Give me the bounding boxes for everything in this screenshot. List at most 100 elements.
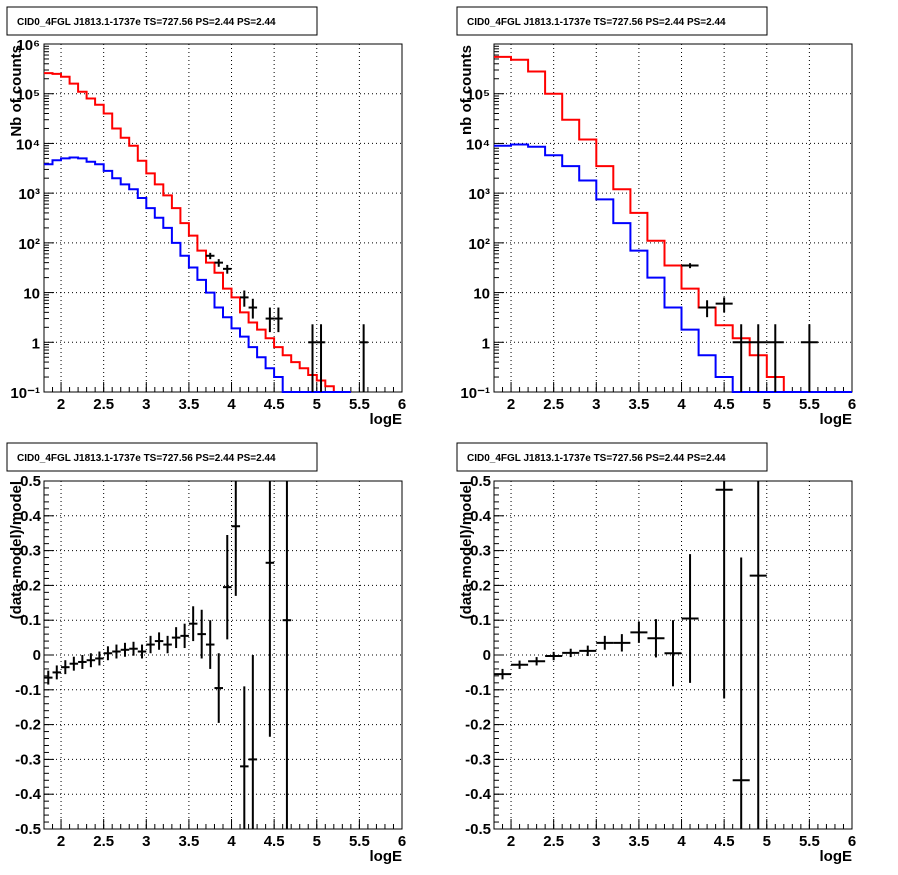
series-layer xyxy=(494,55,852,393)
data-point xyxy=(137,644,147,659)
data-point xyxy=(511,660,529,669)
data-points-layer xyxy=(681,263,818,392)
axis-ticks xyxy=(43,43,403,393)
panel-counts-right: CID0_4FGL J1813.1-1737e TS=727.56 PS=2.4… xyxy=(456,6,856,428)
data-point xyxy=(231,481,241,596)
y-tick-label: 10³ xyxy=(18,186,40,203)
data-point xyxy=(240,686,249,829)
y-tick-label: 1 xyxy=(32,335,40,352)
y-tick-label: 10⁻¹ xyxy=(460,385,490,402)
y-tick-label: 10⁵ xyxy=(466,87,490,104)
panel-title-box xyxy=(6,442,318,472)
data-point xyxy=(681,554,699,683)
data-point xyxy=(681,263,699,269)
x-tick-label: 3.5 xyxy=(628,396,649,413)
data-point xyxy=(205,252,215,260)
x-tick-label: 4.5 xyxy=(264,396,285,413)
x-tick-label: 4.5 xyxy=(714,396,735,413)
y-tick-label: 10⁴ xyxy=(466,136,490,153)
y-tick-label: 0.4 xyxy=(20,508,42,525)
data-point xyxy=(44,670,53,685)
panel-title: CID0_4FGL J1813.1-1737e TS=727.56 PS=2.4… xyxy=(467,453,726,464)
data-point xyxy=(596,635,614,650)
series-component-model xyxy=(44,156,351,393)
x-axis-label: logE xyxy=(370,848,403,865)
panel-title-box xyxy=(6,6,318,36)
data-point xyxy=(528,657,546,666)
x-tick-label: 5.5 xyxy=(349,396,370,413)
x-tick-label: 3 xyxy=(142,833,150,850)
x-tick-label: 2.5 xyxy=(93,833,114,850)
x-axis-label: logE xyxy=(370,411,403,428)
data-point xyxy=(214,259,223,267)
data-point xyxy=(698,300,716,318)
panel-residuals-right: CID0_4FGL J1813.1-1737e TS=727.56 PS=2.4… xyxy=(456,442,856,865)
x-tick-label: 4.5 xyxy=(264,833,285,850)
x-tick-labels: 2 2.5 3 3.5 4 4.5 5 5.5 6 xyxy=(507,833,856,850)
data-point xyxy=(359,324,368,392)
x-tick-label: 6 xyxy=(398,833,406,850)
panel-title-box xyxy=(456,442,768,472)
y-tick-label: -0.3 xyxy=(15,751,41,768)
y-tick-label: -0.1 xyxy=(465,682,491,699)
x-tick-label: 3 xyxy=(142,396,150,413)
data-point xyxy=(545,651,563,661)
y-tick-label: 10⁴ xyxy=(16,136,40,153)
x-tick-label: 5.5 xyxy=(349,833,370,850)
y-tick-label: 0.1 xyxy=(470,612,491,629)
y-tick-labels: 10⁻¹ 1 10 10² 10³ 10⁴ 10⁵ 10⁶ xyxy=(10,37,40,402)
data-point xyxy=(69,656,79,671)
y-tick-label: 10⁵ xyxy=(16,87,40,104)
x-tick-label: 3.5 xyxy=(178,833,199,850)
y-tick-label: -0.5 xyxy=(465,821,491,838)
y-tick-label: -0.4 xyxy=(465,786,492,803)
y-axis-label: (data-model)/model xyxy=(8,481,25,619)
y-tick-label: 10⁻¹ xyxy=(10,385,40,402)
x-tick-label: 3 xyxy=(592,833,600,850)
data-point xyxy=(647,619,665,658)
x-tick-label: 2 xyxy=(57,833,65,850)
data-point xyxy=(749,481,767,829)
data-point xyxy=(766,324,784,392)
x-tick-labels: 2 2.5 3 3.5 4 4.5 5 5.5 6 xyxy=(57,396,406,413)
series-layer xyxy=(44,72,351,393)
x-tick-label: 2.5 xyxy=(543,396,564,413)
y-tick-label: 10 xyxy=(23,286,40,303)
y-tick-label: 1 xyxy=(482,335,490,352)
x-tick-label: 6 xyxy=(848,396,856,413)
y-tick-label: 0.2 xyxy=(20,577,41,594)
y-tick-labels: 0.5 0.4 0.3 0.2 0.1 0 -0.1 -0.2 -0.3 -0.4 -0.5 xyxy=(15,473,42,838)
x-tick-label: 4 xyxy=(227,396,236,413)
x-tick-label: 6 xyxy=(398,396,406,413)
data-point xyxy=(95,651,104,666)
y-tick-label: 0.3 xyxy=(20,543,41,560)
data-point xyxy=(562,648,580,658)
axis-ticks xyxy=(493,480,853,830)
data-point xyxy=(494,668,512,680)
y-tick-labels: 0.5 0.4 0.3 0.2 0.1 0 -0.1 -0.2 -0.3 -0.4 -0.5 xyxy=(465,473,492,838)
data-point xyxy=(223,534,232,640)
data-point xyxy=(316,324,326,392)
x-tick-labels: 2 2.5 3 3.5 4 4.5 5 5.5 6 xyxy=(507,396,856,413)
y-axis-label: nb of counts xyxy=(458,45,475,135)
x-tick-label: 3.5 xyxy=(178,396,199,413)
y-tick-label: 10³ xyxy=(468,186,490,203)
series-component-model xyxy=(494,143,852,393)
y-tick-label: -0.2 xyxy=(465,717,491,734)
data-point xyxy=(715,481,733,699)
panel-title-box xyxy=(456,6,768,36)
data-point xyxy=(613,634,631,652)
x-tick-label: 4 xyxy=(227,833,236,850)
y-tick-label: 10² xyxy=(18,236,40,253)
x-tick-label: 5.5 xyxy=(799,833,820,850)
data-point xyxy=(78,655,87,669)
y-axis-label: (data-model)/model xyxy=(458,481,475,619)
data-point xyxy=(214,653,223,723)
x-tick-label: 2 xyxy=(507,396,515,413)
data-point xyxy=(163,635,172,654)
data-point xyxy=(282,481,292,829)
x-tick-label: 3 xyxy=(592,396,600,413)
data-points-layer xyxy=(205,252,368,392)
